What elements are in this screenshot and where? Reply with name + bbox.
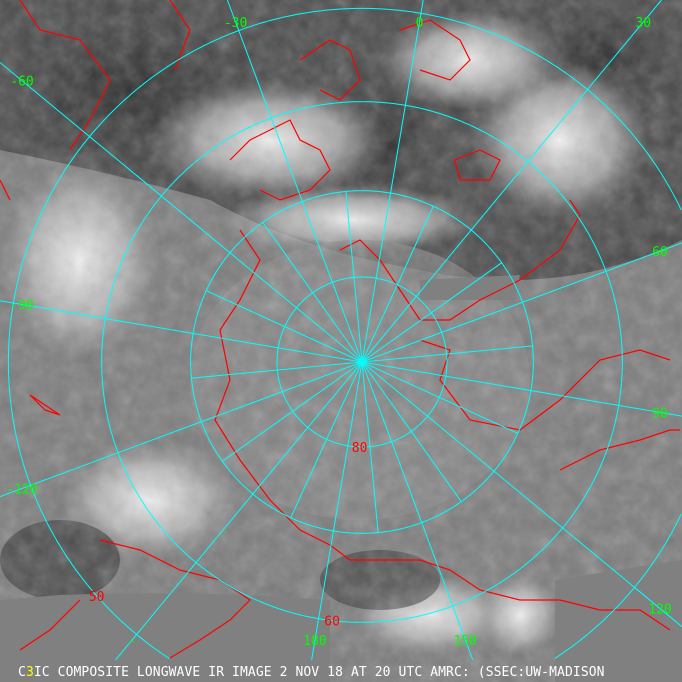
meridian--75 [205, 290, 363, 363]
latitude-label-80: 80 [352, 441, 368, 456]
meridian--150 [115, 361, 363, 661]
caption-text: IC COMPOSITE LONGWAVE IR IMAGE 2 NOV 18 … [33, 665, 605, 680]
meridian--90 [0, 300, 363, 363]
longitude-label--150: - [128, 634, 136, 649]
meridian-90 [361, 361, 682, 417]
meridian-105 [361, 361, 519, 434]
longitude-label--90: -90 [10, 299, 33, 314]
meridian-165 [361, 361, 379, 533]
grid-labels: 80 60 50 0 30 60 90 120 150 180 - -120 -90 -60 -30 [6, 16, 671, 649]
meridian-0 [361, 0, 424, 363]
longitude-label-150: 150 [454, 634, 477, 649]
meridian--105 [191, 361, 363, 379]
meridian-30 [361, 0, 662, 363]
longitude-label-60: 60 [652, 245, 668, 260]
longitude-label-0: 0 [416, 16, 424, 31]
lat-lon-grid [0, 0, 682, 661]
latitude-circle-70 [190, 190, 534, 534]
longitude-label--60: -60 [10, 75, 33, 90]
latitude-circle-50 [7, 7, 682, 660]
coastlines [0, 0, 680, 659]
image-caption: C3IC COMPOSITE LONGWAVE IR IMAGE 2 NOV 1… [18, 665, 605, 680]
latitude-label-60: 60 [324, 615, 340, 630]
meridian-135 [361, 361, 462, 502]
meridian-120 [361, 361, 682, 628]
meridian--135 [222, 361, 363, 462]
meridian-60 [361, 242, 682, 363]
meridian--60 [0, 62, 363, 363]
latitude-label-50: 50 [89, 590, 105, 605]
longitude-label-120: 120 [648, 603, 671, 618]
meridian--45 [262, 222, 363, 363]
meridian-150 [361, 361, 474, 661]
longitude-label-180: 180 [303, 634, 326, 649]
latitude-circle-60 [101, 101, 623, 623]
longitude-label-30: 30 [635, 16, 651, 31]
meridian-45 [361, 262, 502, 363]
meridian--165 [290, 361, 363, 519]
meridian--15 [345, 191, 363, 363]
longitude-label--30: -30 [224, 16, 247, 31]
latitude-circle-80 [276, 276, 448, 448]
meridian--120 [0, 361, 363, 498]
caption-marker: 3 [25, 665, 34, 680]
meridian-15 [361, 205, 434, 363]
longitude-label-90: 90 [652, 406, 668, 421]
meridian-75 [361, 345, 533, 363]
meridian--180 [311, 361, 363, 661]
caption-prefix: C [18, 665, 26, 680]
longitude-label--120: -120 [6, 482, 37, 497]
meridian--30 [226, 0, 363, 363]
